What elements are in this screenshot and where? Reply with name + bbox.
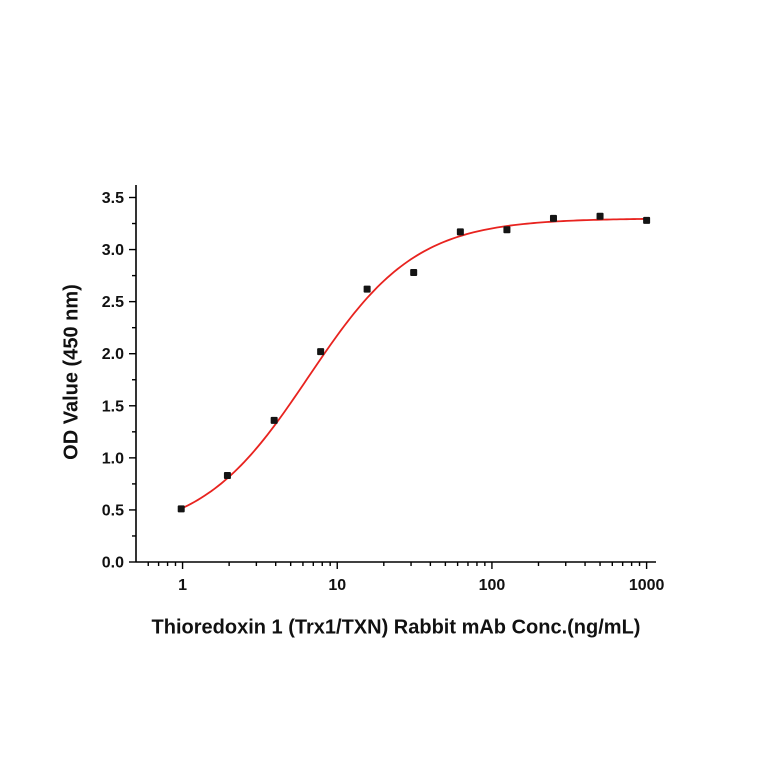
y-tick-label: 1.5 xyxy=(102,398,124,415)
x-tick-label: 1 xyxy=(178,577,187,594)
y-tick-label: 2.0 xyxy=(102,346,124,363)
data-point xyxy=(549,214,557,222)
y-axis-label: OD Value (450 nm) xyxy=(60,284,83,460)
y-tick-label: 3.0 xyxy=(102,242,124,259)
fit-curve xyxy=(180,218,648,510)
data-point xyxy=(363,285,371,293)
x-tick-label: 1000 xyxy=(629,577,665,594)
data-point xyxy=(410,268,418,276)
y-tick-label: 3.5 xyxy=(102,190,124,207)
x-tick-label: 10 xyxy=(328,577,346,594)
y-tick-label: 1.0 xyxy=(102,450,124,467)
data-point xyxy=(456,228,464,236)
data-point xyxy=(270,416,278,424)
data-point xyxy=(643,216,651,224)
x-tick-label: 100 xyxy=(479,577,506,594)
data-point xyxy=(177,505,185,513)
data-point xyxy=(317,348,325,356)
x-axis-label: Thioredoxin 1 (Trx1/TXN) Rabbit mAb Conc… xyxy=(151,616,641,639)
data-point xyxy=(223,472,231,480)
data-point xyxy=(503,226,511,234)
y-tick-label: 2.5 xyxy=(102,294,124,311)
y-tick-label: 0.0 xyxy=(102,555,124,572)
y-tick-label: 0.5 xyxy=(102,502,124,519)
data-point xyxy=(596,212,604,220)
